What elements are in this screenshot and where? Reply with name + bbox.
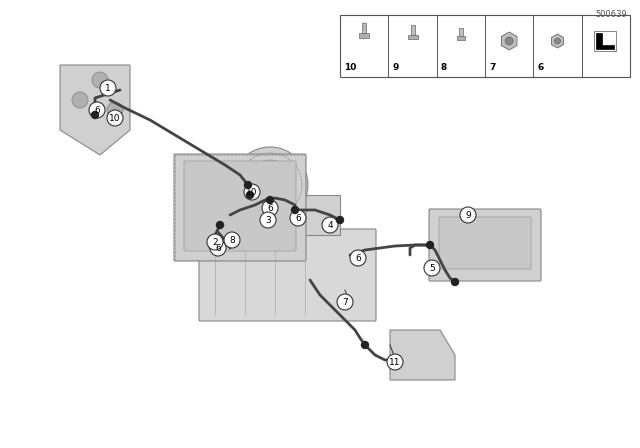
Text: 10: 10 [344, 63, 356, 72]
Text: 9: 9 [465, 211, 471, 220]
Text: 8: 8 [441, 63, 447, 72]
Text: 11: 11 [389, 358, 401, 366]
FancyBboxPatch shape [174, 154, 306, 261]
Circle shape [207, 234, 223, 250]
Text: 8: 8 [229, 236, 235, 245]
Circle shape [244, 184, 260, 200]
Circle shape [224, 232, 240, 248]
Text: 4: 4 [327, 220, 333, 229]
Polygon shape [60, 65, 130, 155]
Bar [457, 36, 465, 40]
Circle shape [451, 279, 458, 285]
Circle shape [322, 217, 338, 233]
Text: 7: 7 [342, 297, 348, 306]
Text: 10: 10 [246, 188, 258, 197]
FancyBboxPatch shape [184, 161, 296, 251]
Circle shape [210, 240, 226, 256]
Bar [340, 15, 630, 77]
Text: 6: 6 [267, 203, 273, 212]
Bar [362, 23, 366, 33]
Circle shape [89, 102, 105, 118]
Circle shape [262, 200, 278, 216]
Bar [359, 33, 369, 38]
Circle shape [350, 250, 366, 266]
Circle shape [92, 112, 99, 119]
Text: 6: 6 [295, 214, 301, 223]
Text: 3: 3 [265, 215, 271, 224]
Text: 6: 6 [355, 254, 361, 263]
Circle shape [426, 241, 433, 249]
Bar [408, 35, 417, 39]
Circle shape [505, 37, 513, 45]
Polygon shape [596, 33, 614, 49]
Text: 6: 6 [538, 63, 543, 72]
Polygon shape [195, 195, 340, 235]
Text: 1: 1 [105, 83, 111, 92]
Circle shape [107, 102, 123, 118]
Circle shape [290, 210, 306, 226]
FancyBboxPatch shape [429, 209, 541, 281]
Text: 7: 7 [489, 63, 495, 72]
Bar [410, 25, 415, 35]
FancyBboxPatch shape [199, 229, 376, 321]
Circle shape [260, 212, 276, 228]
Circle shape [216, 221, 223, 228]
Bar [459, 28, 463, 36]
Circle shape [460, 207, 476, 223]
Circle shape [362, 341, 369, 349]
Circle shape [232, 147, 308, 223]
Circle shape [387, 354, 403, 370]
Circle shape [337, 294, 353, 310]
Circle shape [100, 80, 116, 96]
Text: 500639: 500639 [595, 10, 627, 19]
Circle shape [246, 191, 253, 198]
Text: 5: 5 [429, 263, 435, 272]
Text: 2: 2 [212, 237, 218, 246]
Text: 10: 10 [109, 113, 121, 122]
Text: 9: 9 [392, 63, 399, 72]
Circle shape [245, 160, 295, 210]
Circle shape [92, 72, 108, 88]
Circle shape [107, 110, 123, 126]
Circle shape [244, 181, 252, 189]
Polygon shape [552, 34, 564, 48]
Circle shape [72, 92, 88, 108]
Text: 6: 6 [215, 244, 221, 253]
Circle shape [266, 197, 273, 203]
Circle shape [337, 216, 344, 224]
Polygon shape [390, 330, 455, 380]
Polygon shape [501, 32, 517, 50]
Circle shape [291, 207, 298, 214]
Bar [594, 31, 616, 51]
Text: 6: 6 [94, 105, 100, 115]
FancyBboxPatch shape [439, 217, 531, 269]
Circle shape [424, 260, 440, 276]
Circle shape [554, 38, 561, 44]
